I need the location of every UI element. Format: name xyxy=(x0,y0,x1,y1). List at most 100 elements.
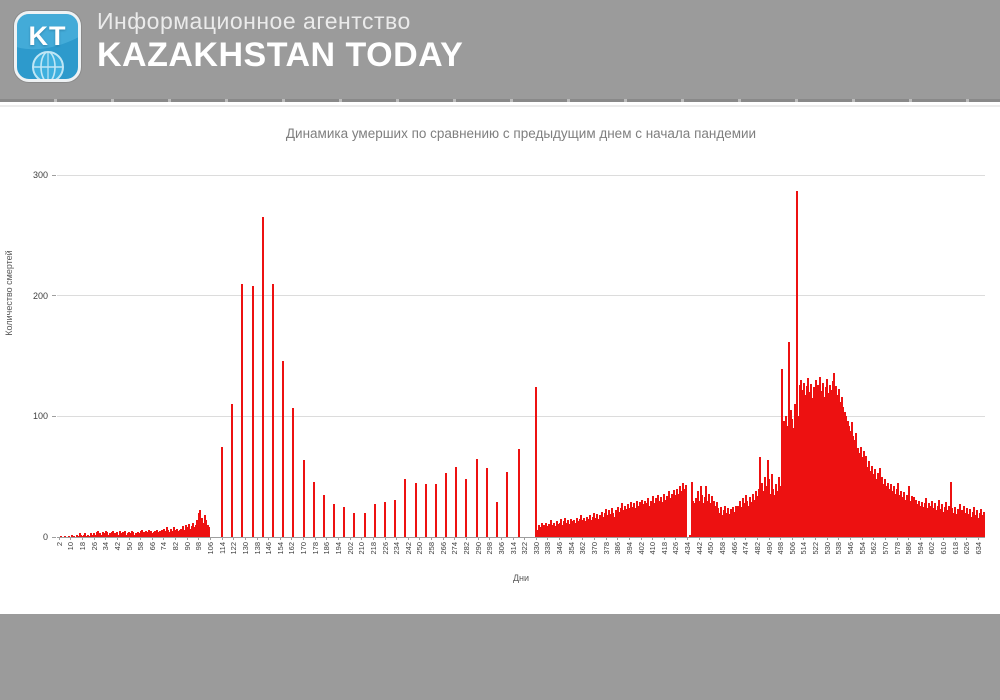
bar-day-561 xyxy=(871,465,874,537)
x-tick-mark xyxy=(559,537,561,540)
bar-day-22 xyxy=(87,534,90,537)
x-tick-label-426: 426 xyxy=(671,542,681,555)
bar-day-332 xyxy=(538,524,541,537)
bar-day-400 xyxy=(637,505,640,537)
kt-logo: KT xyxy=(14,11,81,82)
x-tick-label-82: 82 xyxy=(171,542,181,551)
bar-day-42 xyxy=(116,532,119,537)
x-tick-label-498: 498 xyxy=(776,542,786,555)
x-tick-label-58: 58 xyxy=(136,542,146,551)
bar-day-408 xyxy=(648,505,651,537)
x-tick-mark xyxy=(163,537,165,540)
bar-day-598 xyxy=(925,498,928,537)
x-tick-mark xyxy=(931,537,933,540)
bar-day-430 xyxy=(680,491,683,537)
bar-day-556 xyxy=(864,462,866,537)
bar-day-444 xyxy=(701,494,704,537)
bar-day-519 xyxy=(810,383,813,537)
bar-day-626 xyxy=(965,508,968,537)
bar-day-60 xyxy=(142,532,145,537)
bar-day-385 xyxy=(615,510,618,537)
bar-day-579 xyxy=(897,482,900,537)
x-tick-mark xyxy=(617,537,619,540)
bar-day-418 xyxy=(663,493,666,537)
bar-day-405 xyxy=(644,500,647,537)
bar-day-32 xyxy=(101,532,104,537)
bar-day-343 xyxy=(554,526,557,537)
x-tick-label-450: 450 xyxy=(706,542,716,555)
bar-day-489 xyxy=(766,459,769,537)
x-tick-mark xyxy=(954,537,956,540)
x-tick-label-346: 346 xyxy=(555,542,565,555)
bar-day-350 xyxy=(564,517,567,537)
bar-day-337 xyxy=(545,522,548,537)
x-tick-label-506: 506 xyxy=(787,542,797,555)
bar-day-436 xyxy=(689,534,692,537)
x-tick-mark xyxy=(791,537,793,540)
bar-day-3 xyxy=(59,535,62,537)
bar-day-540 xyxy=(840,397,843,537)
bar-day-562 xyxy=(872,474,875,537)
x-tick-mark xyxy=(524,537,526,540)
bar-day-362 xyxy=(581,520,584,537)
x-tick-mark xyxy=(884,537,886,540)
bar-day-560 xyxy=(869,470,872,537)
x-tick-mark xyxy=(535,537,537,540)
bar-day-370 xyxy=(593,512,596,537)
x-tick-mark xyxy=(698,537,700,540)
bar-day-538 xyxy=(837,388,840,537)
globe-icon xyxy=(31,51,64,79)
x-tick-mark xyxy=(675,537,677,540)
bar-day-510 xyxy=(797,416,800,537)
y-tick-mark xyxy=(52,174,56,176)
x-tick-mark xyxy=(570,537,572,540)
bar-day-394 xyxy=(628,508,631,537)
x-tick-mark xyxy=(605,537,607,540)
bar-day-572 xyxy=(887,482,890,537)
bar-day-478 xyxy=(750,502,753,537)
x-tick-mark xyxy=(93,537,95,540)
bar-day-574 xyxy=(890,483,893,537)
bar-day-575 xyxy=(891,491,894,537)
bar-day-632 xyxy=(974,515,977,537)
bar-day-275 xyxy=(455,467,458,537)
x-tick-mark xyxy=(977,537,979,540)
bar-day-557 xyxy=(865,456,868,537)
bar-day-86 xyxy=(180,528,183,537)
bar-day-595 xyxy=(920,502,923,537)
bar-day-41 xyxy=(114,533,117,537)
bar-day-15 xyxy=(77,535,80,537)
x-tick-label-306: 306 xyxy=(496,542,506,555)
bar-day-67 xyxy=(152,532,155,537)
x-tick-mark xyxy=(489,537,491,540)
bar-day-403 xyxy=(641,499,644,537)
bar-day-380 xyxy=(608,510,610,537)
bar-day-577 xyxy=(894,493,897,537)
bar-day-558 xyxy=(866,467,869,537)
x-tick-mark xyxy=(919,537,921,540)
bar-day-475 xyxy=(746,500,749,537)
bar-day-457 xyxy=(720,506,722,537)
bar-day-609 xyxy=(941,504,944,537)
x-tick-mark xyxy=(838,537,840,540)
bar-day-351 xyxy=(565,522,568,537)
x-tick-mark xyxy=(198,537,200,540)
bar-day-95 xyxy=(193,527,196,537)
brand-title: KAZAKHSTAN TODAY xyxy=(97,36,464,74)
x-tick-mark xyxy=(326,537,328,540)
bar-day-364 xyxy=(584,521,587,537)
bar-day-452 xyxy=(712,500,715,537)
bar-day-630 xyxy=(971,511,974,537)
bar-day-528 xyxy=(823,397,826,537)
bar-day-367 xyxy=(589,515,592,537)
bar-day-103 xyxy=(205,520,208,537)
bar-day-484 xyxy=(759,457,762,537)
bar-day-615 xyxy=(949,481,952,537)
bar-day-589 xyxy=(912,502,914,537)
bar-day-16 xyxy=(78,533,81,537)
x-tick-mark xyxy=(465,537,467,540)
bar-day-78 xyxy=(168,532,171,537)
bar-day-44 xyxy=(119,530,122,537)
bar-day-613 xyxy=(946,510,949,537)
bar-day-344 xyxy=(555,521,558,537)
